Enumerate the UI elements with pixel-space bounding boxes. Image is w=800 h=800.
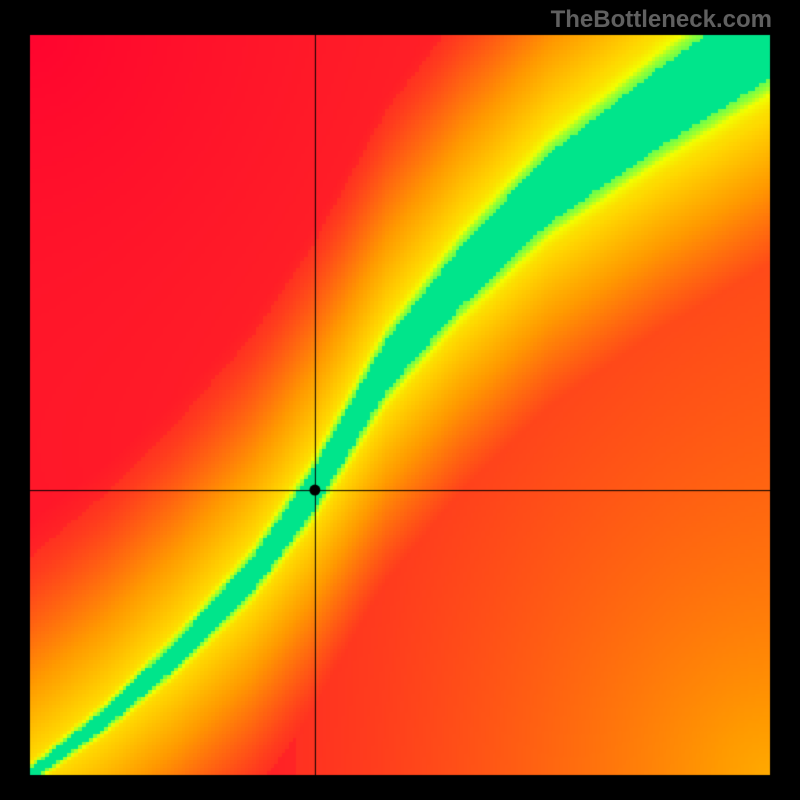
- bottleneck-heatmap: [0, 0, 800, 800]
- chart-container: TheBottleneck.com: [0, 0, 800, 800]
- watermark-text: TheBottleneck.com: [551, 6, 772, 34]
